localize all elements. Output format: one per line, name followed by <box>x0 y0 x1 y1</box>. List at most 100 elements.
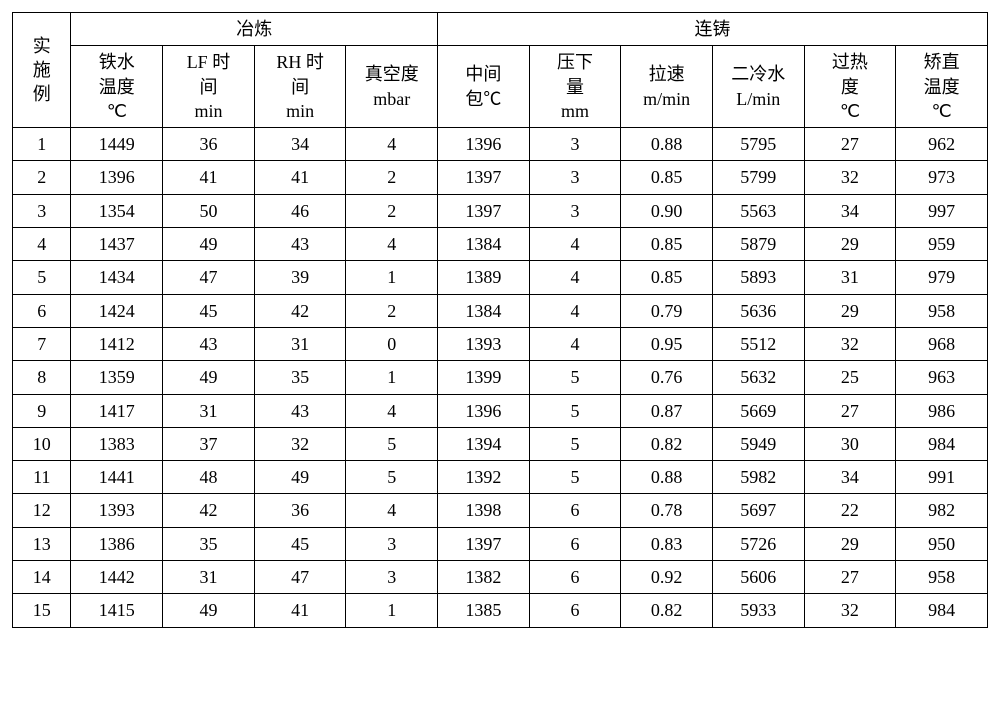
table-cell: 41 <box>254 594 346 627</box>
table-cell: 31 <box>163 561 255 594</box>
table-cell: 6 <box>529 494 621 527</box>
table-row: 14144231473138260.92560627958 <box>13 561 988 594</box>
table-cell: 950 <box>896 527 988 560</box>
table-cell: 0.92 <box>621 561 713 594</box>
table-cell: 4 <box>529 294 621 327</box>
table-cell: 1354 <box>71 194 163 227</box>
table-row: 10138337325139450.82594930984 <box>13 427 988 460</box>
table-cell: 1 <box>346 361 438 394</box>
table-cell: 0.88 <box>621 461 713 494</box>
header-text: 矫直 <box>898 50 985 74</box>
table-cell: 1397 <box>438 161 530 194</box>
table-cell: 36 <box>163 128 255 161</box>
table-cell: 1441 <box>71 461 163 494</box>
header-text: 温度 <box>73 75 160 99</box>
header-text: ℃ <box>898 99 985 123</box>
table-cell: 50 <box>163 194 255 227</box>
table-cell: 984 <box>896 427 988 460</box>
table-cell: 968 <box>896 327 988 360</box>
table-cell: 5879 <box>712 228 804 261</box>
table-row: 8135949351139950.76563225963 <box>13 361 988 394</box>
table-cell: 42 <box>254 294 346 327</box>
table-cell: 5563 <box>712 194 804 227</box>
table-cell: 3 <box>529 194 621 227</box>
header-text: min <box>165 99 252 123</box>
table-cell: 973 <box>896 161 988 194</box>
table-cell: 5636 <box>712 294 804 327</box>
table-cell: 27 <box>804 561 896 594</box>
table-cell: 5697 <box>712 494 804 527</box>
table-cell: 5 <box>529 427 621 460</box>
table-cell: 43 <box>163 327 255 360</box>
table-cell: 7 <box>13 327 71 360</box>
table-cell: 991 <box>896 461 988 494</box>
table-cell: 49 <box>163 594 255 627</box>
table-cell: 14 <box>13 561 71 594</box>
table-cell: 4 <box>529 327 621 360</box>
table-cell: 1397 <box>438 194 530 227</box>
table-cell: 979 <box>896 261 988 294</box>
header-text: m/min <box>623 87 710 111</box>
table-cell: 3 <box>346 561 438 594</box>
header-subrow: 铁水 温度 ℃ LF 时 间 min RH 时 间 min 真空度 mbar 中… <box>13 46 988 128</box>
header-text: 包℃ <box>440 87 527 111</box>
table-cell: 46 <box>254 194 346 227</box>
table-cell: 5 <box>529 461 621 494</box>
table-cell: 982 <box>896 494 988 527</box>
table-cell: 1434 <box>71 261 163 294</box>
table-cell: 3 <box>13 194 71 227</box>
table-cell: 1424 <box>71 294 163 327</box>
table-cell: 5795 <box>712 128 804 161</box>
table-cell: 22 <box>804 494 896 527</box>
table-cell: 45 <box>254 527 346 560</box>
table-cell: 1383 <box>71 427 163 460</box>
table-row: 5143447391138940.85589331979 <box>13 261 988 294</box>
header-text: 间 <box>165 75 252 99</box>
table-cell: 1389 <box>438 261 530 294</box>
table-cell: 37 <box>163 427 255 460</box>
table-row: 3135450462139730.90556334997 <box>13 194 988 227</box>
table-cell: 1442 <box>71 561 163 594</box>
table-cell: 3 <box>529 161 621 194</box>
table-row: 6142445422138440.79563629958 <box>13 294 988 327</box>
table-cell: 31 <box>254 327 346 360</box>
table-cell: 1 <box>346 261 438 294</box>
table-cell: 5632 <box>712 361 804 394</box>
table-cell: 1394 <box>438 427 530 460</box>
table-cell: 0.95 <box>621 327 713 360</box>
table-cell: 9 <box>13 394 71 427</box>
table-cell: 45 <box>163 294 255 327</box>
table-cell: 35 <box>254 361 346 394</box>
header-row-label: 实 施 例 <box>13 13 71 128</box>
table-cell: 27 <box>804 394 896 427</box>
table-cell: 0.88 <box>621 128 713 161</box>
table-cell: 0.83 <box>621 527 713 560</box>
table-cell: 0.85 <box>621 228 713 261</box>
header-col-pull-speed: 拉速 m/min <box>621 46 713 128</box>
table-cell: 2 <box>13 161 71 194</box>
header-text: 真空度 <box>348 62 435 86</box>
table-cell: 1415 <box>71 594 163 627</box>
header-text: ℃ <box>73 99 160 123</box>
table-cell: 1359 <box>71 361 163 394</box>
table-cell: 6 <box>13 294 71 327</box>
table-cell: 34 <box>254 128 346 161</box>
header-text: 拉速 <box>623 62 710 86</box>
table-cell: 1412 <box>71 327 163 360</box>
table-cell: 4 <box>13 228 71 261</box>
table-cell: 1399 <box>438 361 530 394</box>
table-cell: 4 <box>346 228 438 261</box>
table-row: 11144148495139250.88598234991 <box>13 461 988 494</box>
table-cell: 1396 <box>71 161 163 194</box>
header-col-rh-time: RH 时 间 min <box>254 46 346 128</box>
header-text: 过热 <box>807 50 894 74</box>
data-table: 实 施 例 冶炼 连铸 铁水 温度 ℃ LF 时 间 min RH 时 间 mi… <box>12 12 988 628</box>
table-cell: 29 <box>804 294 896 327</box>
table-cell: 31 <box>163 394 255 427</box>
header-col-cooling-water: 二冷水 L/min <box>712 46 804 128</box>
table-cell: 0.78 <box>621 494 713 527</box>
table-cell: 4 <box>346 394 438 427</box>
table-cell: 5726 <box>712 527 804 560</box>
table-cell: 4 <box>346 494 438 527</box>
table-cell: 6 <box>529 561 621 594</box>
